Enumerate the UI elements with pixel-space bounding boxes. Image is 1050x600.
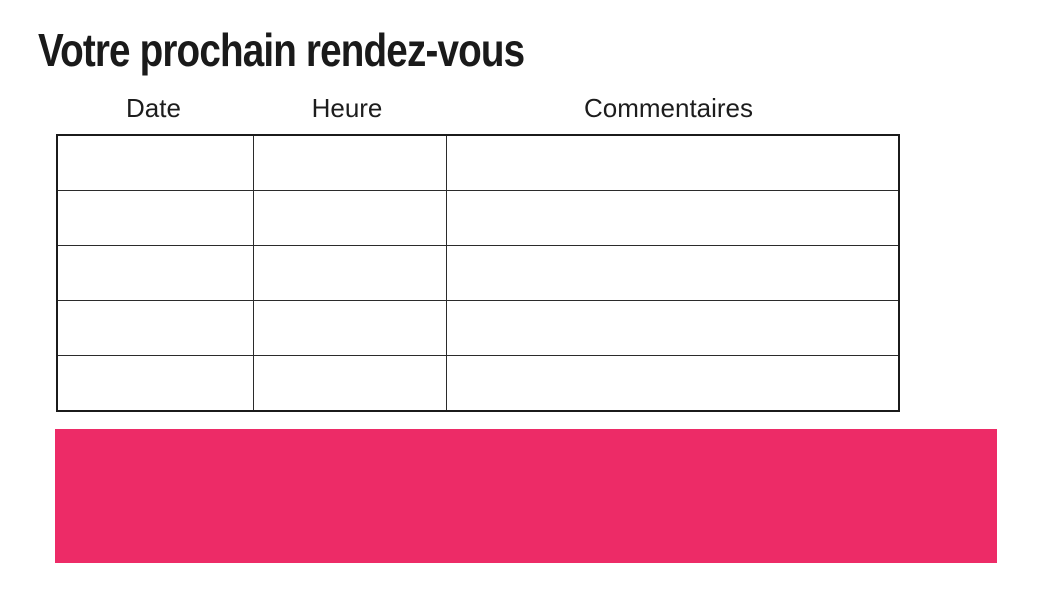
column-header-date: Date	[126, 93, 181, 123]
appointments-table-body	[56, 134, 900, 412]
table-row	[56, 245, 900, 301]
table-cell	[446, 355, 900, 412]
table-cell	[253, 134, 447, 191]
appointments-table	[56, 134, 900, 412]
column-header-commentaires: Commentaires	[583, 93, 754, 123]
table-cell	[253, 300, 447, 356]
table-cell	[253, 355, 447, 412]
table-cell	[253, 190, 447, 246]
table-cell	[446, 245, 900, 301]
page-title: Votre prochain rendez-vous	[38, 24, 525, 76]
table-cell	[446, 300, 900, 356]
table-row	[56, 355, 900, 412]
table-row	[56, 300, 900, 356]
table-cell	[253, 245, 447, 301]
table-cell	[56, 134, 254, 191]
table-cell	[56, 245, 254, 301]
table-cell	[56, 300, 254, 356]
table-cell	[446, 134, 900, 191]
table-cell	[56, 355, 254, 412]
table-row	[56, 190, 900, 246]
column-header-heure: Heure	[311, 93, 383, 123]
pink-banner	[55, 429, 997, 563]
table-row	[56, 134, 900, 191]
table-header-row: Date Heure Commentaires	[56, 92, 894, 124]
table-cell	[446, 190, 900, 246]
table-cell	[56, 190, 254, 246]
